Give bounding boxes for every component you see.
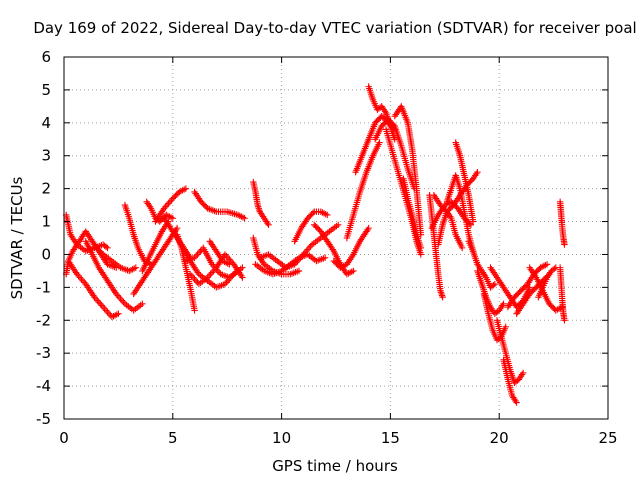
axis-ticks: 0 5 10 15 20 25 -5 -4 -3 -2 -1 0 1 2 3 4 5 6: [36, 48, 618, 447]
data-point: [365, 224, 372, 232]
y-tick-label: 0: [41, 245, 51, 263]
data-trace: [121, 201, 155, 268]
data-trace: [556, 198, 568, 248]
y-tick-label: -2: [36, 311, 51, 329]
x-tick-label: 0: [59, 429, 69, 447]
data-point: [390, 121, 397, 128]
data-point: [102, 243, 110, 250]
data-point: [490, 281, 497, 289]
data-point: [561, 317, 568, 324]
data-points: [62, 83, 568, 406]
data-trace: [250, 178, 272, 229]
data-point: [551, 265, 558, 272]
data-point: [543, 261, 551, 268]
data-trace: [371, 116, 418, 192]
data-point: [239, 274, 246, 281]
data-point: [182, 185, 190, 192]
x-tick-label: 10: [272, 429, 291, 447]
x-tick-label: 5: [168, 429, 178, 447]
data-point: [439, 294, 446, 301]
data-trace: [191, 188, 248, 222]
data-trace: [93, 244, 140, 275]
data-point: [334, 221, 342, 229]
data-point: [239, 264, 246, 271]
data-point: [561, 241, 568, 248]
data-point: [350, 267, 357, 275]
data-point: [376, 139, 383, 146]
x-tick-label: 20: [490, 429, 509, 447]
data-point: [241, 215, 248, 222]
x-tick-label: 15: [381, 429, 400, 447]
data-point: [519, 369, 527, 377]
chart-title: Day 169 of 2022, Sidereal Day-to-day VTE…: [33, 19, 636, 37]
data-point: [295, 267, 303, 275]
data-point: [459, 244, 466, 252]
y-tick-label: -4: [36, 377, 51, 395]
data-trace: [435, 208, 466, 252]
data-trace: [291, 208, 331, 245]
y-tick-label: -5: [36, 410, 51, 428]
y-tick-label: -3: [36, 344, 51, 362]
data-trace: [452, 139, 477, 225]
data-trace: [143, 198, 176, 225]
data-trace: [365, 83, 398, 143]
y-tick-label: 6: [41, 48, 51, 66]
data-point: [104, 244, 111, 252]
data-trace: [252, 251, 329, 278]
y-tick-label: 5: [41, 81, 51, 99]
data-point: [474, 168, 481, 176]
data-trace: [465, 238, 499, 291]
data-point: [139, 300, 146, 308]
data-point: [513, 399, 520, 406]
data-trace: [504, 261, 551, 311]
data-point: [467, 221, 475, 229]
data-point: [309, 209, 317, 217]
data-point: [191, 307, 198, 314]
data-trace: [535, 264, 559, 301]
data-point: [132, 264, 140, 271]
data-trace: [152, 185, 190, 225]
data-trace: [493, 317, 527, 386]
data-trace: [400, 175, 425, 252]
data-point: [526, 284, 533, 291]
data-trace: [65, 257, 122, 321]
y-tick-label: 2: [41, 180, 51, 198]
data-trace: [82, 238, 146, 314]
data-point: [500, 300, 507, 308]
data-point: [469, 218, 477, 225]
data-point: [226, 261, 233, 268]
data-trace: [343, 139, 383, 242]
y-axis-label: SDTVAR / TECUs: [8, 176, 26, 299]
data-point: [173, 224, 181, 232]
plot-frame: [63, 56, 609, 420]
data-point: [417, 251, 425, 258]
data-trace: [556, 264, 568, 324]
data-trace: [330, 224, 372, 271]
data-trace: [206, 238, 233, 268]
data-point: [169, 215, 176, 222]
x-axis-label: GPS time / hours: [272, 457, 398, 475]
data-trace: [182, 244, 242, 281]
data-point: [115, 310, 122, 317]
data-point: [502, 323, 509, 331]
x-tick-label: 25: [598, 429, 617, 447]
data-point: [321, 254, 329, 261]
data-trace: [500, 356, 520, 406]
y-tick-label: 3: [41, 147, 51, 165]
data-point: [391, 136, 398, 143]
y-tick-label: 1: [41, 213, 51, 231]
data-point: [265, 221, 272, 229]
data-point: [417, 244, 425, 252]
data-point: [324, 211, 331, 219]
y-tick-label: -1: [36, 278, 51, 296]
y-tick-label: 4: [41, 114, 51, 132]
data-point: [491, 280, 499, 288]
